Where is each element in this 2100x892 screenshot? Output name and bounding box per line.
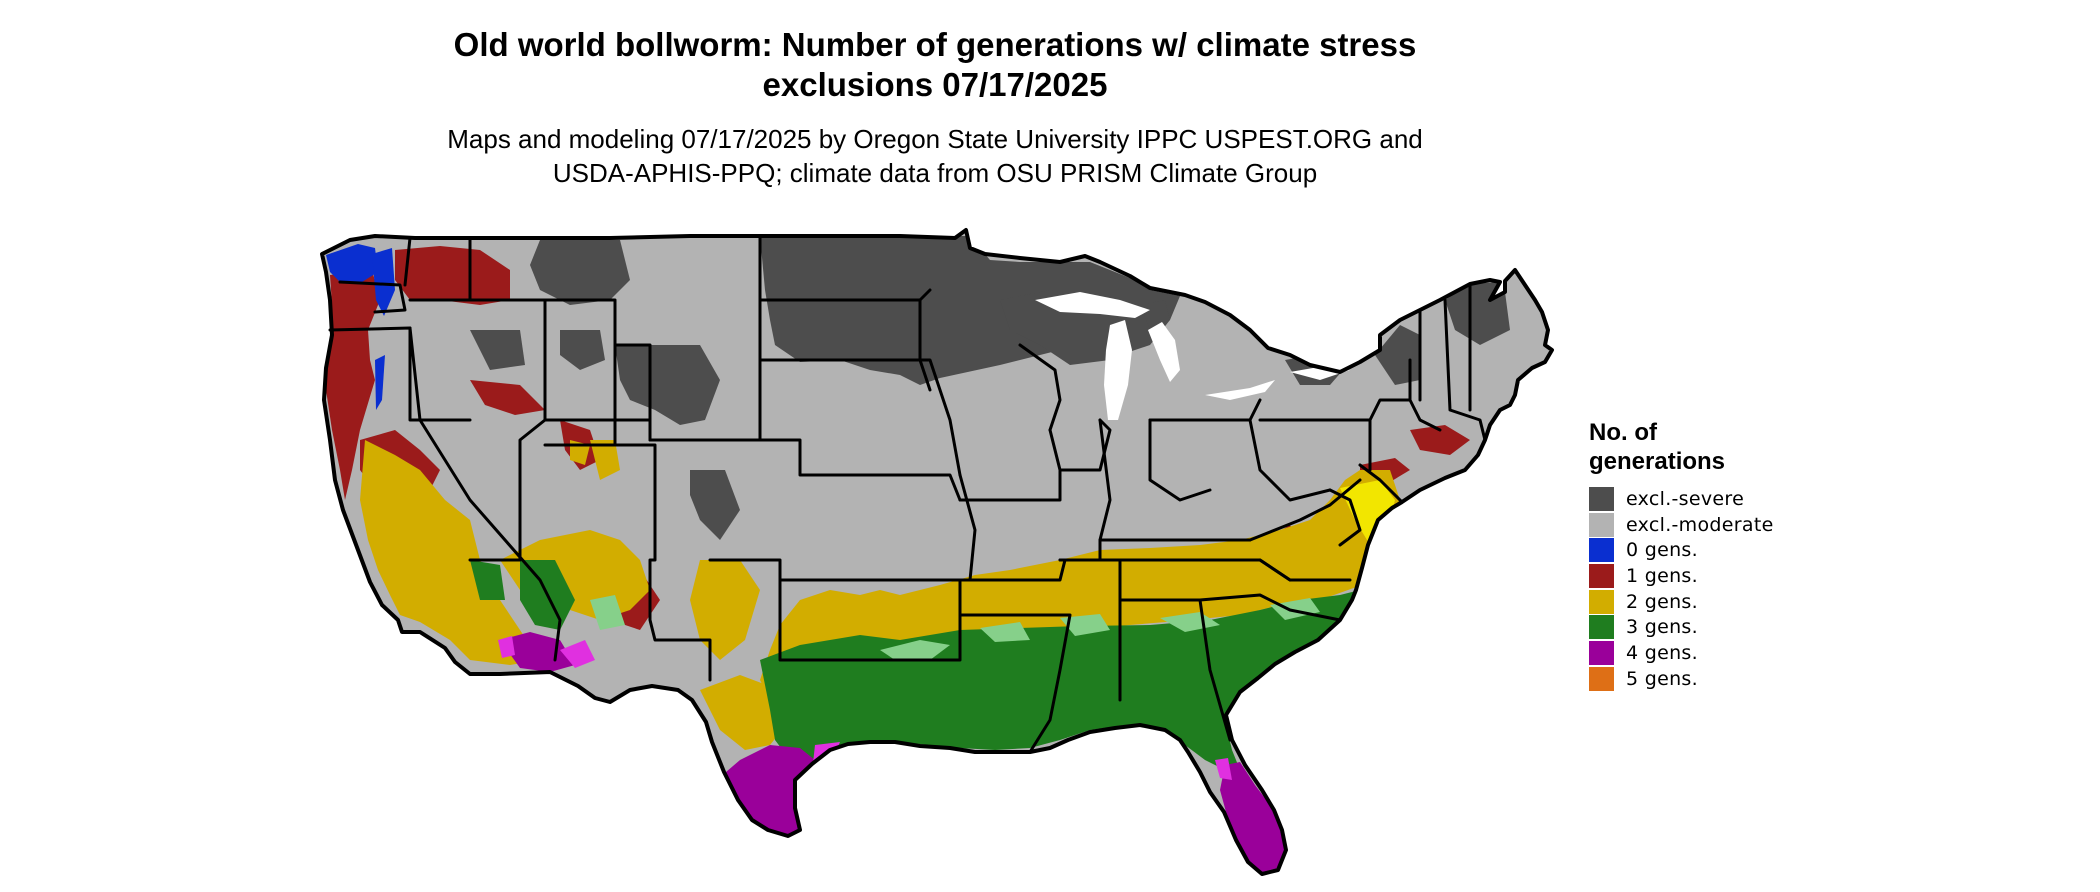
map-subtitle-line2: USDA-APHIS-PPQ; climate data from OSU PR…	[552, 158, 1318, 188]
legend-items: excl.-severe excl.-moderate 0 gens. 1 gens.…	[1589, 486, 1849, 692]
legend-title: No. of	[1589, 419, 1657, 446]
us-outline	[320, 228, 1554, 876]
zone-excl-severe	[470, 236, 1510, 540]
legend-label: excl.-severe	[1626, 487, 1745, 510]
legend-label: excl.-moderate	[1626, 513, 1774, 536]
legend-swatch	[1589, 512, 1614, 537]
legend-label: 2 gens.	[1626, 590, 1698, 613]
legend-item: 0 gens.	[1589, 537, 1849, 563]
legend-label: 1 gens.	[1626, 564, 1698, 587]
legend-swatch	[1589, 640, 1614, 665]
legend-swatch	[1589, 615, 1614, 640]
state-borders	[328, 234, 1487, 754]
legend-item: 3 gens.	[1589, 614, 1849, 640]
zone-3-gens	[470, 560, 1360, 770]
legend-item: 4 gens.	[1589, 640, 1849, 666]
map-subtitle: Maps and modeling 07/17/2025 by Oregon S…	[447, 124, 1423, 154]
legend-item: excl.-moderate	[1589, 512, 1849, 538]
legend-swatch	[1589, 538, 1614, 563]
legend-item: 2 gens.	[1589, 589, 1849, 615]
legend-swatch	[1589, 589, 1614, 614]
legend-label: 3 gens.	[1626, 616, 1698, 639]
legend-title-line2: generations	[1589, 448, 1726, 475]
great-lakes	[1035, 292, 1350, 420]
map-title: Old world bollworm: Number of generation…	[453, 26, 1417, 63]
legend-swatch	[1589, 563, 1614, 588]
legend-label: 0 gens.	[1626, 539, 1698, 562]
legend-label: 4 gens.	[1626, 641, 1698, 664]
legend-label: 5 gens.	[1626, 667, 1698, 690]
legend-item: 5 gens.	[1589, 666, 1849, 692]
legend-swatch	[1589, 666, 1614, 691]
map-title-line2: exclusions 07/17/2025	[762, 66, 1108, 103]
legend-swatch	[1589, 486, 1614, 511]
legend-item: 1 gens.	[1589, 563, 1849, 589]
legend-item: excl.-severe	[1589, 486, 1849, 512]
zone-0-gens	[326, 244, 395, 410]
legend: No. of generations excl.-severe excl.-mod…	[1589, 418, 1849, 692]
